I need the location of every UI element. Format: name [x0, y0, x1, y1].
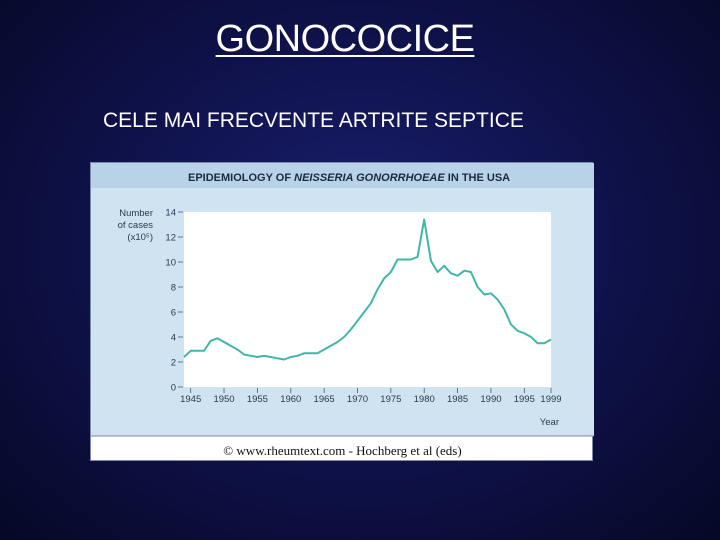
- y-tick-label: 4: [171, 333, 176, 344]
- y-tick-label: 12: [165, 233, 176, 244]
- x-tick-label: 1990: [480, 394, 501, 405]
- x-tick-label: 1975: [380, 394, 401, 405]
- series-line-cases: [183, 218, 552, 361]
- slide-title: GONOCOCICE: [215, 18, 475, 60]
- x-axis-ticks: 1945 1950 1955 1960 1965 1970 1975 1980 1985 1990…: [180, 388, 562, 405]
- epidemiology-figure: EPIDEMIOLOGY OF NEISSERIA GONORRHOEAE IN…: [90, 162, 594, 461]
- x-tick-label: 1980: [414, 394, 435, 405]
- x-tick-label: 1965: [314, 394, 335, 405]
- y-axis-ticks: 0 2 4 6 8 10 12 14: [165, 208, 183, 394]
- y-axis-label-line-2: of cases: [118, 220, 154, 231]
- figure-header-band: [91, 163, 594, 188]
- x-tick-label: 1995: [514, 394, 535, 405]
- series-layer: [183, 218, 552, 361]
- y-axis-label-line-3: (x10⁵): [127, 232, 153, 243]
- x-tick-label: 1999: [540, 394, 561, 405]
- x-axis-label: Year: [540, 417, 559, 428]
- line-chart: EPIDEMIOLOGY OF NEISSERIA GONORRHOEAE IN…: [91, 163, 594, 437]
- x-tick-label: 1955: [247, 394, 268, 405]
- x-tick-label: 1985: [447, 394, 468, 405]
- x-tick-label: 1945: [180, 394, 201, 405]
- y-tick-label: 6: [171, 308, 176, 319]
- y-tick-label: 2: [171, 358, 176, 369]
- y-tick-label: 0: [171, 383, 176, 394]
- x-tick-label: 1970: [347, 394, 368, 405]
- slide-subtitle: CELE MAI FRECVENTE ARTRITE SEPTICE: [103, 109, 524, 132]
- y-tick-label: 10: [165, 258, 176, 269]
- plot-area: [184, 212, 551, 387]
- chart-title: EPIDEMIOLOGY OF NEISSERIA GONORRHOEAE IN…: [188, 172, 510, 184]
- y-tick-label: 14: [165, 208, 176, 219]
- figure-caption: © www.rheumtext.com - Hochberg et al (ed…: [223, 443, 462, 458]
- y-axis-label-line-1: Number: [119, 208, 153, 219]
- x-tick-label: 1960: [280, 394, 301, 405]
- y-tick-label: 8: [171, 283, 176, 294]
- x-tick-label: 1950: [213, 394, 234, 405]
